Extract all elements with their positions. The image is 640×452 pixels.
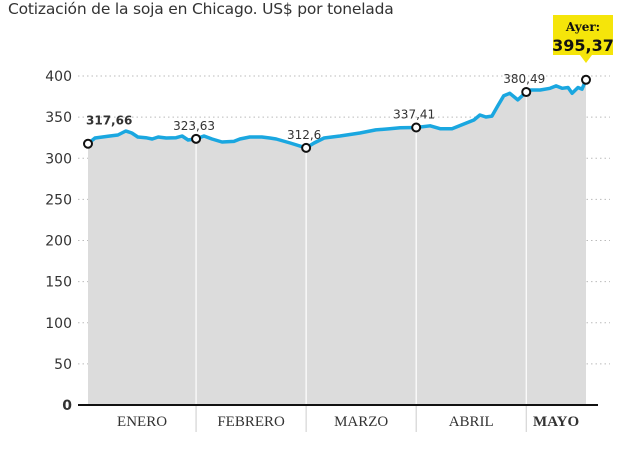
chart-title: Cotización de la soja en Chicago. US$ po… <box>8 0 394 18</box>
data-label: 323,63 <box>173 119 215 133</box>
y-tick-label: 250 <box>45 192 72 208</box>
y-tick-label: 0 <box>62 398 72 414</box>
y-tick-label: 50 <box>54 357 72 373</box>
month-label: ENERO <box>117 414 167 430</box>
callout-label: Ayer: <box>565 20 600 34</box>
data-label: 312,6 <box>287 128 321 142</box>
callout-value: 395,37 <box>552 36 614 55</box>
data-point-marker <box>521 87 532 98</box>
data-point-marker <box>191 133 202 144</box>
area-fill <box>88 79 586 406</box>
data-label: 317,66 <box>86 114 132 128</box>
month-label: ABRIL <box>449 414 494 430</box>
month-label: MAYO <box>533 414 579 430</box>
y-tick-label: 200 <box>45 234 72 250</box>
data-point-marker <box>411 122 422 133</box>
month-label: MARZO <box>334 414 388 430</box>
y-tick-label: 400 <box>45 69 72 85</box>
y-tick-label: 300 <box>45 151 72 167</box>
callout-box <box>553 15 613 63</box>
data-point-marker <box>581 74 591 85</box>
y-tick-label: 350 <box>45 110 72 126</box>
y-tick-label: 100 <box>45 316 72 332</box>
data-point-marker <box>301 142 312 153</box>
data-label: 380,49 <box>503 72 545 86</box>
month-label: FEBRERO <box>217 414 285 430</box>
y-tick-label: 150 <box>45 275 72 291</box>
latest-value-callout: Ayer: 395,37 <box>552 15 614 63</box>
data-label: 337,41 <box>393 107 435 121</box>
data-point-marker <box>83 138 93 149</box>
